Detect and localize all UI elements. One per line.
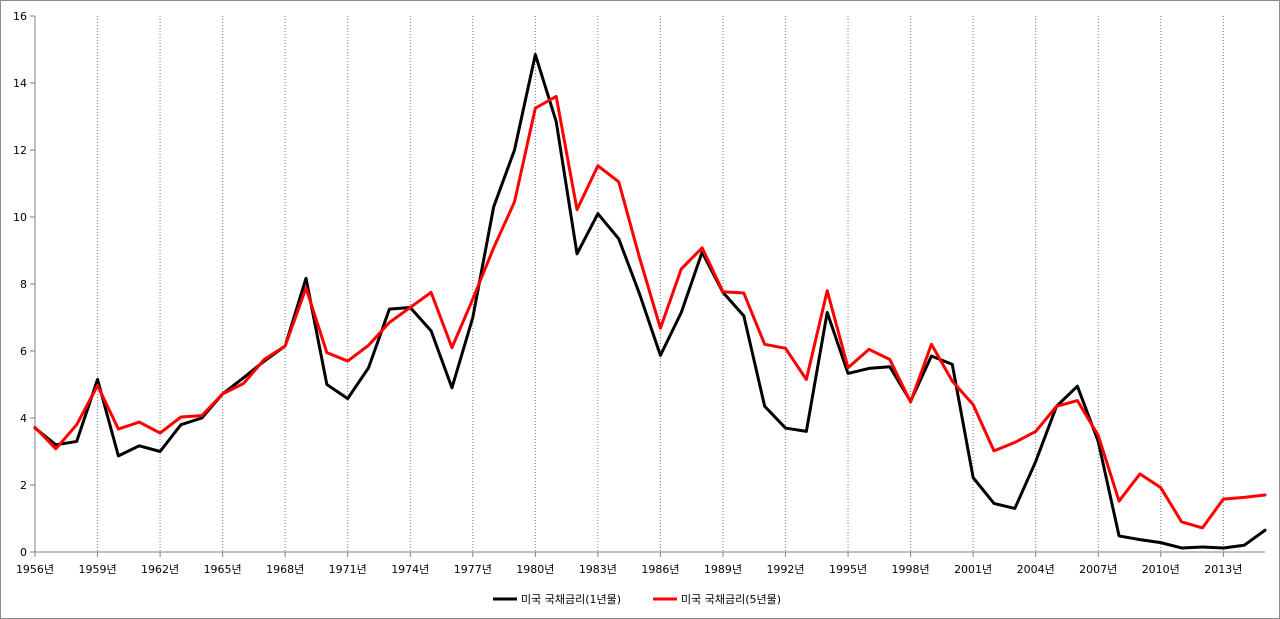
y-tick-labels: 0 2 4 6 8 10 12 14 16 — [13, 10, 35, 559]
y-tick-label: 4 — [20, 412, 27, 425]
y-tick-label: 10 — [13, 211, 27, 224]
legend-label-1y: 미국 국채금리(1년물) — [521, 593, 621, 606]
legend-label-5y: 미국 국채금리(5년물) — [681, 593, 781, 606]
x-tick-label: 1977년 — [454, 563, 492, 576]
x-tick-label: 1962년 — [141, 563, 179, 576]
x-tick-label: 1989년 — [704, 563, 742, 576]
x-tick-label: 1995년 — [829, 563, 867, 576]
x-tick-label: 2007년 — [1079, 563, 1117, 576]
x-tick-label: 1980년 — [516, 563, 554, 576]
series-line-1y — [33, 53, 1267, 550]
y-tick-label: 0 — [20, 546, 27, 559]
x-tick-label: 2001년 — [954, 563, 992, 576]
series-line-5y — [33, 94, 1267, 530]
y-tick-label: 16 — [13, 10, 27, 23]
y-tick-label: 14 — [13, 77, 27, 90]
x-tick-labels: 1956년 1959년 1962년 1965년 1968년 1971년 1974년 1977년… — [16, 552, 1242, 576]
x-tick-label: 1992년 — [766, 563, 804, 576]
legend: 미국 국채금리(1년물) 미국 국채금리(5년물) — [493, 593, 781, 606]
y-tick-label: 8 — [20, 278, 27, 291]
x-tick-label: 1968년 — [266, 563, 304, 576]
axes — [34, 16, 1265, 553]
x-tick-label: 2004년 — [1017, 563, 1055, 576]
legend-entry-1y: 미국 국채금리(1년물) — [493, 593, 621, 606]
y-tick-label: 6 — [20, 345, 27, 358]
y-tick-label: 12 — [13, 144, 27, 157]
x-tick-label: 1998년 — [892, 563, 930, 576]
x-tick-label: 1983년 — [579, 563, 617, 576]
x-tick-label: 1959년 — [78, 563, 116, 576]
gridlines — [97, 16, 1224, 552]
x-tick-label: 1971년 — [329, 563, 367, 576]
legend-entry-5y: 미국 국채금리(5년물) — [653, 593, 781, 606]
x-tick-label: 1974년 — [391, 563, 429, 576]
x-tick-label: 1986년 — [641, 563, 679, 576]
y-tick-label: 2 — [20, 479, 27, 492]
x-tick-label: 1956년 — [16, 563, 54, 576]
x-tick-label: 1965년 — [204, 563, 242, 576]
x-tick-label: 2010년 — [1142, 563, 1180, 576]
series-lines — [33, 53, 1267, 550]
x-tick-label: 2013년 — [1204, 563, 1242, 576]
